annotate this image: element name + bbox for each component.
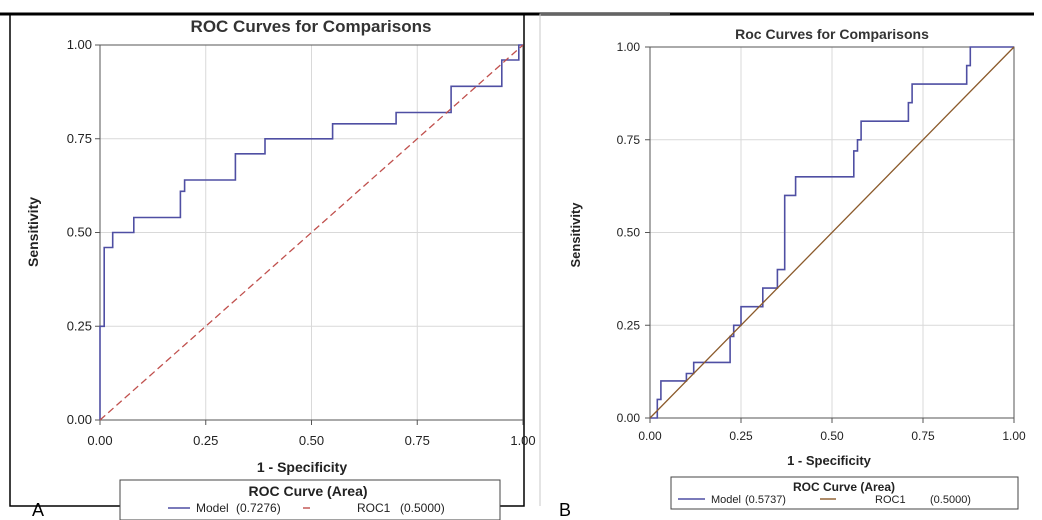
x-tick-label: 0.25 [729,429,753,443]
chart-panel-a: ROC Curves for Comparisons 0.00 0.25 0.50 0.… [0,12,670,520]
x-tick-label: 0.50 [820,429,844,443]
y-tick-label: 0.25 [67,318,92,333]
x-axis-label: 1 - Specificity [257,459,347,475]
x-tick-label: 1.00 [510,433,535,448]
y-tick-label: 0.50 [67,225,92,240]
x-axis-label: 1 - Specificity [787,453,872,468]
legend-model-area: (0.7276) [236,501,281,515]
y-axis-label: Sensitivity [25,197,41,267]
y-tick-label: 0.50 [617,226,641,240]
legend-title: ROC Curve (Area) [793,480,895,494]
x-tick-label: 0.00 [638,429,662,443]
legend-box [119,479,501,520]
y-tick-label: 0.00 [67,412,92,427]
legend-title: ROC Curve (Area) [248,483,367,499]
legend-model-area: (0.5737) [745,494,786,506]
y-tick-label: 0.75 [617,133,641,147]
y-tick-label: 1.00 [617,40,641,54]
legend-roc1-label: ROC1 [357,501,391,515]
panel-letter: B [559,500,571,520]
legend-roc1-label: ROC1 [875,494,906,506]
y-tick-label: 0.25 [617,318,641,332]
legend-roc1-area: (0.5000) [930,494,971,506]
x-tick-label: 0.00 [87,433,112,448]
y-tick-label: 0.00 [617,411,641,425]
legend-box [670,476,1019,510]
roc1-reference-line [649,46,1015,419]
chart-title: ROC Curves for Comparisons [191,17,432,36]
x-tick-label: 1.00 [1002,429,1026,443]
x-tick-label: 0.75 [911,429,935,443]
panel-letter: A [32,500,44,520]
x-tick-label: 0.25 [193,433,218,448]
chart-title: Roc Curves for Comparisons [735,26,929,42]
x-tick-label: 0.75 [405,433,430,448]
model-roc-line [650,46,1014,419]
chart-panel-b: Roc Curves for Comparisons 0.00 0.25 0.50 0.… [539,12,1034,520]
legend-roc1-area: (0.5000) [400,501,445,515]
y-tick-label: 0.75 [67,131,92,146]
legend-model-label: Model [711,494,741,506]
roc1-reference-line [99,44,524,421]
y-tick-label: 1.00 [67,37,92,52]
legend-model-label: Model [196,501,229,515]
x-tick-label: 0.50 [299,433,324,448]
model-roc-line [99,44,523,420]
y-axis-label: Sensitivity [568,202,583,268]
